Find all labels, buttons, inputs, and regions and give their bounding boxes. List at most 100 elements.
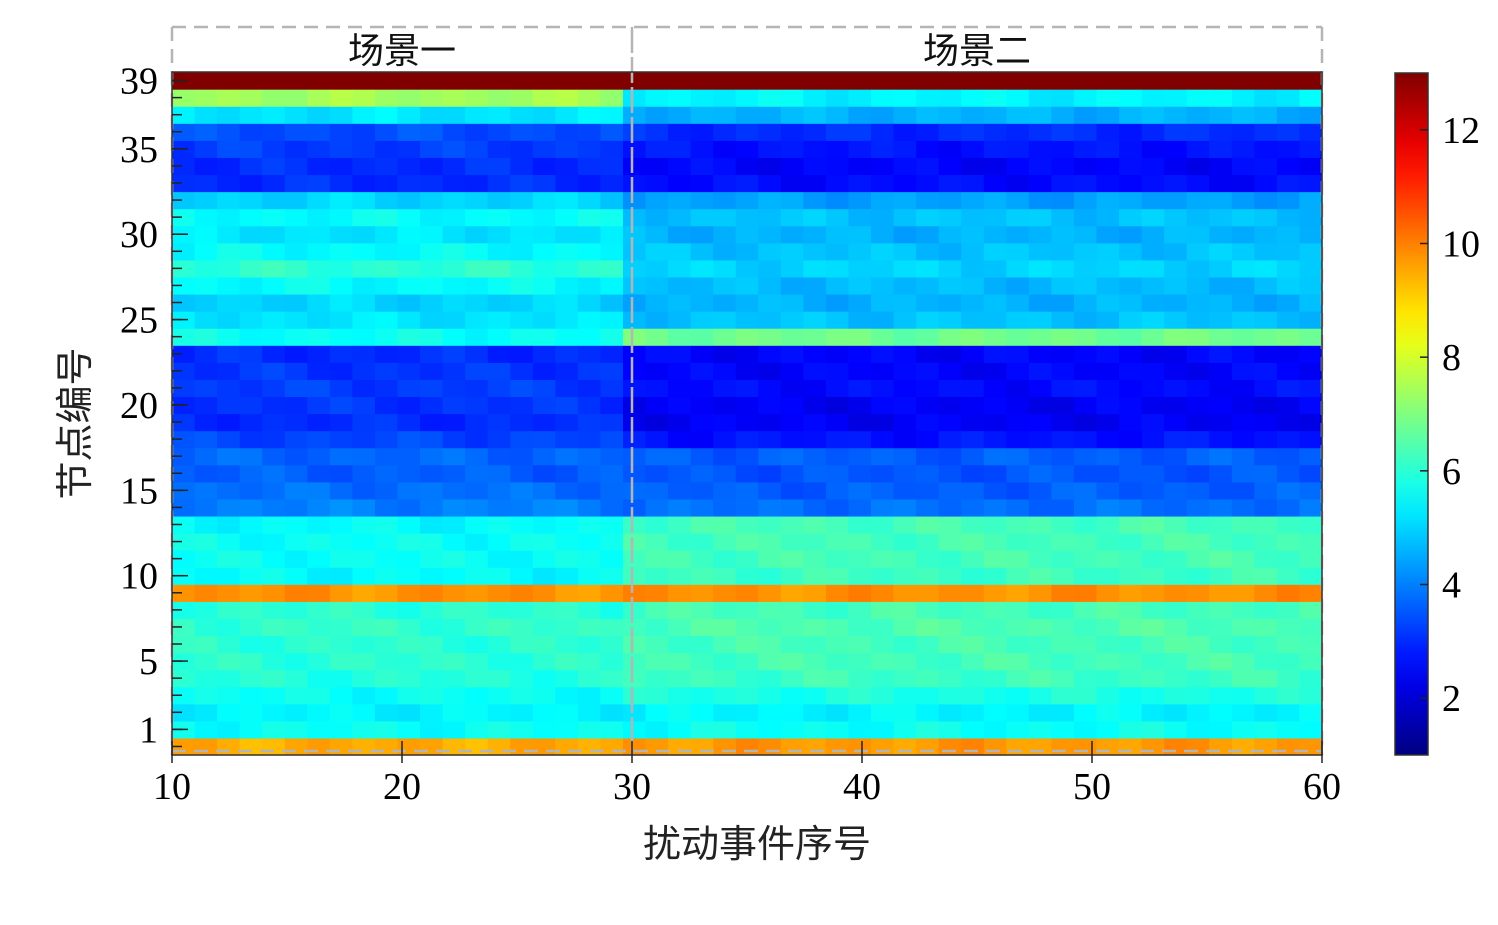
heatmap-cell	[1073, 481, 1098, 500]
heatmap-cell	[713, 174, 737, 193]
heatmap-cell	[1254, 584, 1278, 602]
heatmap-cell	[1299, 191, 1323, 210]
heatmap-cell	[848, 635, 872, 654]
heatmap-cell	[239, 225, 263, 244]
heatmap-cell	[1231, 259, 1255, 278]
heatmap-cell	[871, 174, 895, 193]
heatmap-cell	[217, 225, 241, 244]
heatmap-cell	[893, 584, 917, 602]
heatmap-cell	[352, 140, 376, 158]
heatmap-cell	[871, 447, 895, 466]
heatmap-cell	[397, 669, 421, 688]
heatmap-cell	[1186, 106, 1210, 124]
heatmap-cell	[577, 567, 602, 585]
heatmap-cell	[668, 686, 692, 705]
heatmap-cell	[555, 106, 579, 124]
heatmap-cell	[916, 379, 940, 398]
heatmap-cell	[713, 686, 737, 705]
heatmap-cell	[668, 652, 692, 671]
heatmap-cell	[194, 652, 218, 671]
heatmap-cell	[1028, 686, 1053, 705]
heatmap-cell	[1006, 123, 1030, 141]
heatmap-cell	[645, 567, 669, 585]
heatmap-cell	[1051, 345, 1075, 363]
heatmap-cell	[1186, 550, 1210, 568]
heatmap-cell	[1186, 345, 1210, 363]
heatmap-cell	[735, 191, 759, 210]
heatmap-cell	[645, 140, 669, 158]
heatmap-cell	[487, 413, 511, 432]
heatmap-cell	[420, 379, 444, 398]
heatmap-cell	[1051, 567, 1075, 585]
heatmap-cell	[938, 362, 962, 380]
heatmap-cell	[645, 515, 669, 534]
heatmap-cell	[532, 89, 556, 107]
heatmap-cell	[1028, 208, 1053, 227]
heatmap-cell	[780, 276, 804, 295]
heatmap-cell	[532, 584, 556, 602]
heatmap-cell	[758, 447, 782, 466]
heatmap-cell	[803, 106, 827, 124]
heatmap-cell	[780, 720, 804, 739]
heatmap-cell	[735, 225, 759, 244]
heatmap-cell	[1073, 652, 1098, 671]
heatmap-cell	[374, 140, 399, 158]
heatmap-cell	[307, 242, 331, 261]
heatmap-cell	[825, 464, 850, 483]
x-tick-label: 60	[1303, 766, 1341, 808]
heatmap-cell	[352, 430, 376, 449]
heatmap-cell	[1276, 703, 1301, 722]
heatmap-cell	[577, 601, 602, 619]
heatmap-cell	[825, 208, 850, 227]
heatmap-cell	[713, 720, 737, 739]
heatmap-cell	[825, 618, 850, 637]
heatmap-cell	[1276, 686, 1301, 705]
heatmap-cell	[1299, 498, 1323, 517]
heatmap-cell	[668, 515, 692, 534]
heatmap-cell	[510, 635, 534, 654]
heatmap-cell	[284, 533, 308, 551]
heatmap-cell	[532, 652, 556, 671]
heatmap-cell	[262, 737, 286, 756]
heatmap-cell	[577, 464, 602, 483]
heatmap-cell	[622, 157, 647, 176]
heatmap-cell	[668, 498, 692, 517]
heatmap-cell	[668, 293, 692, 312]
heatmap-cell	[442, 225, 466, 244]
heatmap-cell	[1006, 208, 1030, 227]
heatmap-cell	[1028, 276, 1053, 295]
heatmap-cell	[217, 174, 241, 193]
heatmap-cell	[262, 498, 286, 517]
heatmap-cell	[1209, 720, 1233, 739]
heatmap-cell	[532, 140, 556, 158]
heatmap-cell	[239, 669, 263, 688]
heatmap-cell	[938, 174, 962, 193]
heatmap-cell	[961, 464, 985, 483]
heatmap-cell	[803, 276, 827, 295]
heatmap-cell	[284, 413, 308, 432]
heatmap-cell	[1164, 720, 1188, 739]
heatmap-cell	[1231, 584, 1255, 602]
heatmap-cell	[1028, 396, 1053, 415]
heatmap-cell	[262, 208, 286, 227]
heatmap-cell	[1006, 550, 1030, 568]
heatmap-cell	[1119, 533, 1143, 551]
heatmap-cell	[622, 481, 647, 500]
heatmap-cell	[690, 430, 714, 449]
heatmap-cell	[1051, 328, 1075, 346]
heatmap-cell	[442, 686, 466, 705]
heatmap-cell	[713, 72, 737, 90]
heatmap-cell	[487, 669, 511, 688]
heatmap-cell	[1073, 584, 1098, 602]
heatmap-cell	[307, 345, 331, 363]
x-tick-label: 40	[843, 766, 881, 808]
heatmap-cell	[307, 430, 331, 449]
heatmap-cell	[871, 72, 895, 90]
heatmap-cell	[600, 447, 624, 466]
heatmap-cell	[1096, 737, 1120, 756]
heatmap-cell	[758, 157, 782, 176]
heatmap-cell	[1119, 276, 1143, 295]
heatmap-cell	[690, 208, 714, 227]
heatmap-cell	[465, 396, 489, 415]
heatmap-cell	[1051, 225, 1075, 244]
